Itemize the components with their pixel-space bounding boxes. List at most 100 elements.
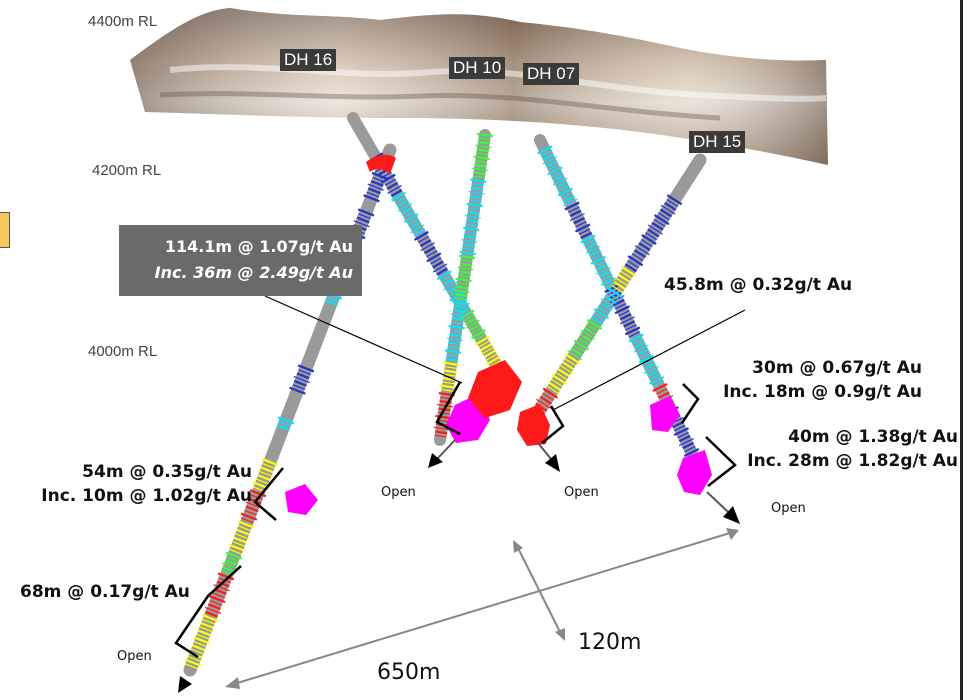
- grade-band-dh10: [468, 323, 481, 332]
- grade-band-dh07: [459, 262, 472, 267]
- grade-band-dh15: [651, 221, 664, 231]
- grade-band-dh07: [458, 270, 471, 275]
- grade-band-dh10: [391, 191, 407, 202]
- grade-band-dh07b: [599, 270, 612, 278]
- grade-band-dh15: [645, 232, 657, 241]
- grade-band-dh07b: [590, 253, 603, 260]
- grade-band-dh07: [466, 202, 483, 208]
- grade-band-dh16: [298, 369, 311, 376]
- grade-band-dh07: [448, 324, 465, 330]
- grade-band-dh15: [647, 224, 663, 235]
- grade-band-dh10: [395, 196, 407, 204]
- grade-band-dh07b: [540, 150, 553, 157]
- grade-band-dh16: [184, 658, 202, 667]
- grade-band-dh10: [387, 184, 402, 194]
- rl-label-4400: 4400m RL: [88, 13, 158, 30]
- intercept-dh15-lower-line1: 40m @ 1.38g/t Au: [788, 427, 958, 447]
- grade-band-dh07b: [633, 341, 646, 349]
- bracket-dh10: [435, 381, 462, 436]
- grade-band-dh07b: [677, 431, 689, 439]
- grade-band-dh07: [468, 207, 481, 211]
- bracket-dh07: [541, 405, 565, 444]
- grade-band-dh10: [432, 263, 448, 273]
- grade-band-dh07b: [542, 156, 558, 165]
- grade-band-dh16: [201, 613, 219, 623]
- grade-band-dh16: [245, 505, 259, 513]
- grade-band-dh07: [462, 247, 475, 251]
- grade-band-dh15: [666, 199, 679, 208]
- intercept-dh15-upper: 30m @ 0.67g/t Au Inc. 18m @ 0.9g/t Au: [700, 356, 922, 404]
- grade-band-dh15: [579, 333, 592, 343]
- grade-band-dh16: [200, 622, 214, 629]
- grade-band-dh07b: [555, 181, 568, 189]
- grade-band-dh16: [236, 528, 250, 536]
- grade-band-dh16: [293, 375, 310, 384]
- bracket-dh16-upper: [253, 467, 284, 521]
- intercept-dh07: 45.8m @ 0.32g/t Au: [664, 275, 853, 295]
- grade-band-dh07b: [636, 348, 649, 356]
- grade-band-dh07b: [564, 201, 580, 211]
- grade-band-dh10: [384, 178, 396, 186]
- grade-band-dh10: [432, 260, 444, 269]
- grade-band-dh15: [654, 214, 670, 226]
- grade-band-dh16: [209, 599, 223, 606]
- grade-band-dh07: [443, 361, 460, 367]
- grade-band-dh07: [473, 155, 490, 161]
- grade-band-dh16: [225, 551, 243, 560]
- grade-band-dh07b: [604, 284, 620, 293]
- grade-band-dh07b: [674, 424, 686, 432]
- grade-band-dh10: [470, 329, 486, 340]
- grade-band-dh15: [567, 350, 583, 361]
- grade-band-dh15: [618, 273, 631, 283]
- grade-band-dh16: [240, 512, 258, 521]
- grade-band-dh15: [607, 286, 623, 299]
- grade-band-dh10: [436, 267, 448, 276]
- grade-band-dh15: [558, 363, 574, 375]
- grade-band-dh07: [439, 384, 456, 389]
- grade-band-dh10: [459, 309, 475, 320]
- grade-band-dh10: [407, 218, 419, 226]
- grade-band-dh07: [471, 167, 488, 172]
- grade-band-dh15: [653, 218, 666, 227]
- bracket-dh15-upper: [680, 383, 700, 424]
- grade-band-dh07b: [594, 260, 606, 267]
- left-edge-fragment: [0, 212, 10, 248]
- grade-band-dh07: [459, 250, 476, 256]
- grade-band-dh07b: [624, 326, 641, 336]
- grade-band-dh10: [417, 235, 429, 244]
- grade-band-dh07b: [547, 166, 563, 176]
- grade-band-dh15: [584, 326, 597, 336]
- grade-band-dh16: [202, 618, 215, 625]
- callout-line-2: Inc. 36m @ 2.49g/t Au: [154, 263, 353, 282]
- grade-band-dh07b: [649, 373, 661, 381]
- grade-band-dh07b: [638, 352, 651, 359]
- scale-label-120m: 120m: [578, 630, 642, 655]
- grade-band-dh16: [371, 171, 389, 181]
- grade-band-dh07: [447, 346, 460, 349]
- leader-lines: [264, 295, 746, 411]
- grade-band-dh10: [413, 228, 426, 237]
- grade-band-dh16: [257, 474, 271, 481]
- grade-band-dh10: [419, 239, 432, 248]
- grade-band-dh07b: [569, 212, 585, 222]
- grade-band-dh10: [486, 355, 502, 366]
- grade-band-dh15: [634, 245, 650, 256]
- grade-band-dh07b: [568, 206, 580, 213]
- hole-label-dh16: DH 16: [280, 49, 337, 71]
- grade-band-dh07b: [574, 223, 591, 233]
- grade-band-dh10: [413, 230, 429, 241]
- grade-band-dh07b: [648, 375, 665, 385]
- leader-callout-dh10: [264, 295, 463, 384]
- grade-band-dh15: [573, 339, 590, 351]
- intercept-brackets: [174, 381, 737, 659]
- grade-band-dh10: [401, 206, 413, 215]
- grade-band-dh07: [472, 175, 485, 179]
- grade-band-dh15: [564, 353, 581, 365]
- grade-band-dh07b: [575, 221, 587, 228]
- grade-band-dh10: [465, 317, 477, 326]
- grade-band-dh07b: [628, 333, 644, 343]
- grade-band-dh07b: [604, 281, 616, 289]
- grade-band-dh16: [278, 420, 291, 427]
- grade-band-dh15: [627, 260, 639, 269]
- grade-band-dh07b: [614, 303, 627, 310]
